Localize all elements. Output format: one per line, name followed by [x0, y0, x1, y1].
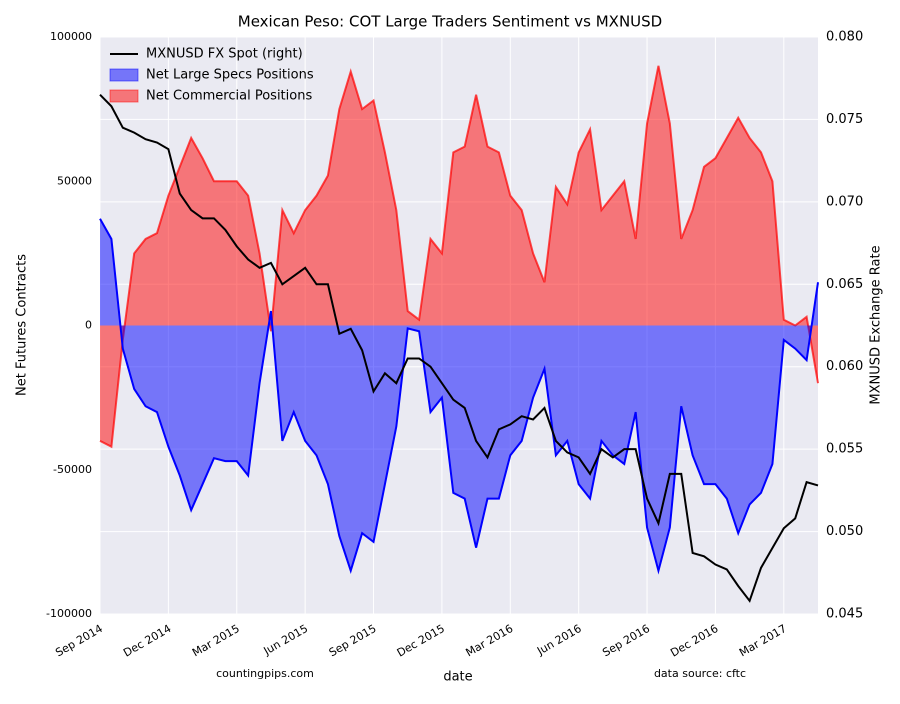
legend-label: Net Large Specs Positions: [146, 68, 314, 83]
annotation: data source: cftc: [654, 667, 746, 680]
x-axis-label: date: [443, 670, 472, 685]
annotation: countingpips.com: [216, 667, 314, 680]
line: [99, 93, 819, 603]
x-tick-label: Sep 2014: [53, 622, 105, 659]
x-tick-label: Dec 2014: [121, 622, 173, 660]
y2-tick-label: 0.065: [826, 277, 863, 292]
x-tick-label: Sep 2015: [327, 622, 379, 659]
y-tick-label: -100000: [46, 607, 92, 620]
y-tick-label: 50000: [57, 174, 92, 187]
area: [100, 65, 818, 447]
legend-label: Net Commercial Positions: [146, 89, 312, 104]
y2-tick-label: 0.045: [826, 607, 863, 622]
x-tick-label: Mar 2016: [464, 622, 516, 659]
x-tick-label: Jun 2015: [261, 622, 311, 658]
y-tick-label: -50000: [53, 463, 92, 476]
x-tick-label: Mar 2017: [737, 622, 789, 659]
y2-tick-label: 0.055: [826, 442, 863, 457]
x-tick-label: Jun 2016: [534, 622, 584, 658]
area-line: [99, 218, 819, 575]
y2-tick-label: 0.075: [826, 112, 863, 127]
y-tick-label: 0: [85, 319, 92, 332]
y-tick-label: 100000: [50, 30, 92, 43]
chart-title: Mexican Peso: COT Large Traders Sentimen…: [238, 13, 662, 31]
x-tick-label: Dec 2016: [668, 622, 720, 660]
x-tick-label: Dec 2015: [395, 622, 447, 660]
y2-tick-label: 0.080: [826, 30, 863, 45]
area: [100, 218, 818, 571]
y-axis-label: Net Futures Contracts: [15, 254, 30, 396]
legend-swatch: [109, 68, 139, 82]
y2-axis-label: MXNUSD Exchange Rate: [869, 245, 884, 404]
area-line: [99, 65, 819, 449]
x-tick-label: Mar 2015: [190, 622, 242, 659]
y2-tick-label: 0.070: [826, 194, 863, 209]
legend-swatch: [109, 89, 139, 103]
x-tick-label: Sep 2016: [600, 622, 652, 659]
y2-tick-label: 0.060: [826, 359, 863, 374]
y2-tick-label: 0.050: [826, 524, 863, 539]
legend-label: MXNUSD FX Spot (right): [146, 47, 303, 62]
